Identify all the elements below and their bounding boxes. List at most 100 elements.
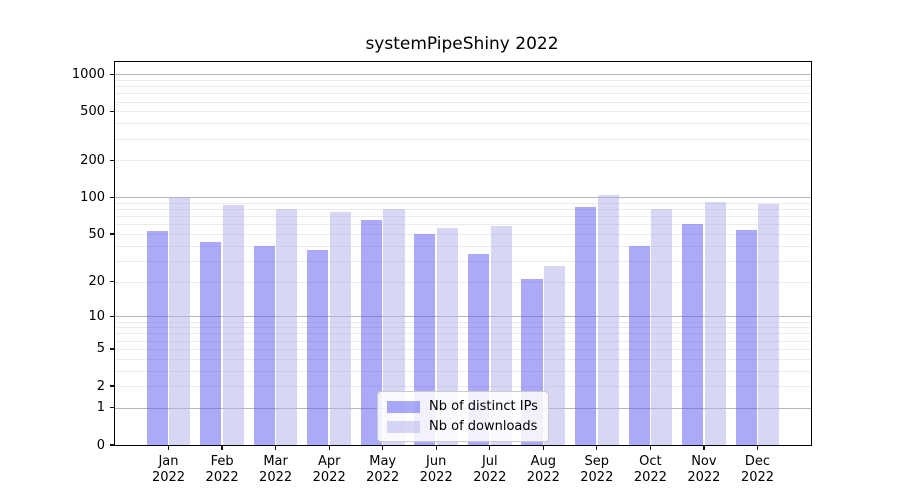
gridline-minor xyxy=(115,348,811,350)
y-tick-mark xyxy=(109,233,114,235)
y-tick-mark xyxy=(109,407,114,409)
y-tick-label: 5 xyxy=(96,341,105,357)
gridline-minor xyxy=(115,370,811,372)
x-tick-mark xyxy=(274,446,277,450)
x-tick-label-sep: Sep 2022 xyxy=(580,454,614,485)
gridline-minor xyxy=(115,224,811,226)
gridline-minor xyxy=(115,260,811,262)
y-tick-label: 200 xyxy=(80,152,105,168)
y-tick-mark xyxy=(109,159,114,162)
x-tick-mark xyxy=(703,446,705,450)
x-tick-mark xyxy=(489,446,491,450)
gridline-minor xyxy=(115,245,811,247)
x-tick-mark xyxy=(596,446,598,450)
gridline-minor xyxy=(115,333,811,335)
y-tick-label: 2 xyxy=(96,378,105,394)
y-tick-mark xyxy=(109,348,114,350)
gridline-major xyxy=(115,316,811,318)
x-tick-label-dec: Dec 2022 xyxy=(740,454,775,485)
bar-may-distinct-ips xyxy=(360,220,382,445)
gridline-minor xyxy=(115,101,811,103)
chart-title: systemPipeShiny 2022 xyxy=(365,34,559,54)
y-tick-label: 500 xyxy=(80,103,105,119)
legend-swatch-distinct-ips xyxy=(387,400,420,413)
y-tick-label: 10 xyxy=(88,308,105,324)
bar-aug-downloads xyxy=(544,266,566,445)
gridline-minor xyxy=(115,160,811,162)
y-tick-mark xyxy=(109,315,114,317)
x-tick-label-may: May 2022 xyxy=(366,454,400,485)
y-tick-mark xyxy=(109,110,114,113)
bar-dec-downloads xyxy=(758,203,780,445)
gridline-major xyxy=(115,197,811,199)
gridline-minor xyxy=(115,203,811,204)
x-tick-label-nov: Nov 2022 xyxy=(687,454,721,485)
legend-label: Nb of distinct IPs xyxy=(429,399,538,414)
x-tick-label-apr: Apr 2022 xyxy=(312,454,346,485)
bar-mar-downloads xyxy=(276,208,298,445)
bar-jul-downloads xyxy=(490,226,512,445)
bar-oct-downloads xyxy=(651,209,673,445)
legend: Nb of distinct IPs Nb of downloads xyxy=(377,391,549,442)
legend-swatch-downloads xyxy=(387,420,420,433)
gridline-minor xyxy=(115,86,811,88)
legend-row: Nb of distinct IPs xyxy=(387,399,538,414)
x-tick-mark xyxy=(328,446,330,450)
bar-apr-downloads xyxy=(329,211,352,445)
bar-jan-downloads xyxy=(169,196,191,445)
x-tick-label-oct: Oct 2022 xyxy=(633,454,667,485)
bar-feb-distinct-ips xyxy=(200,242,222,445)
bar-apr-distinct-ips xyxy=(307,249,329,445)
x-tick-label-feb: Feb 2022 xyxy=(205,454,239,485)
gridline-minor xyxy=(115,216,811,218)
bar-sep-distinct-ips xyxy=(574,206,597,445)
gridline-minor xyxy=(115,138,811,140)
gridline-minor xyxy=(115,321,811,323)
x-tick-label-jun: Jun 2022 xyxy=(419,454,453,485)
bar-nov-distinct-ips xyxy=(682,224,704,445)
x-tick-mark xyxy=(542,446,544,450)
x-tick-mark xyxy=(382,446,384,450)
x-tick-label-jul: Jul 2022 xyxy=(473,454,507,485)
legend-label: Nb of downloads xyxy=(429,419,538,434)
x-tick-label-jan: Jan 2022 xyxy=(151,454,186,485)
bar-feb-downloads xyxy=(222,204,244,445)
bar-jun-downloads xyxy=(436,228,459,445)
gridline-minor xyxy=(115,281,811,283)
y-tick-mark xyxy=(109,385,114,387)
plot-area: 0 1 2 5 10 20 50 100 200 500 1000 Jan 2022 Feb 2022 M… xyxy=(72,61,812,485)
bar-mar-distinct-ips xyxy=(253,245,275,445)
gridline-minor xyxy=(115,386,811,388)
y-tick-label: 50 xyxy=(88,226,105,242)
bar-sep-downloads xyxy=(597,195,619,445)
bar-may-downloads xyxy=(383,208,405,445)
gridline-minor xyxy=(115,79,811,81)
y-tick-mark xyxy=(109,196,114,199)
bar-jan-distinct-ips xyxy=(146,231,168,445)
gridline-minor xyxy=(115,111,811,113)
y-tick-label: 100 xyxy=(80,189,105,205)
gridline-minor xyxy=(115,93,811,95)
y-tick-label: 0 xyxy=(96,437,105,453)
y-tick-mark xyxy=(109,73,114,75)
x-tick-mark xyxy=(221,446,223,450)
gridline-minor xyxy=(115,234,811,235)
gridline-minor xyxy=(115,209,811,211)
x-tick-mark xyxy=(167,446,170,450)
x-tick-label-mar: Mar 2022 xyxy=(259,454,293,485)
gridline-major xyxy=(115,74,811,76)
gridline-minor xyxy=(115,340,811,342)
bar-oct-distinct-ips xyxy=(628,245,650,445)
bar-nov-downloads xyxy=(704,201,726,445)
x-tick-mark xyxy=(649,446,652,450)
gridline-minor xyxy=(115,358,811,360)
gridline-minor xyxy=(115,123,811,125)
bar-dec-distinct-ips xyxy=(735,230,757,445)
gridline-minor xyxy=(115,327,811,329)
x-tick-label-aug: Aug 2022 xyxy=(526,454,560,485)
x-tick-mark xyxy=(756,446,759,450)
y-tick-label: 20 xyxy=(88,274,105,290)
x-tick-mark xyxy=(435,446,437,450)
y-tick-mark xyxy=(109,280,114,283)
